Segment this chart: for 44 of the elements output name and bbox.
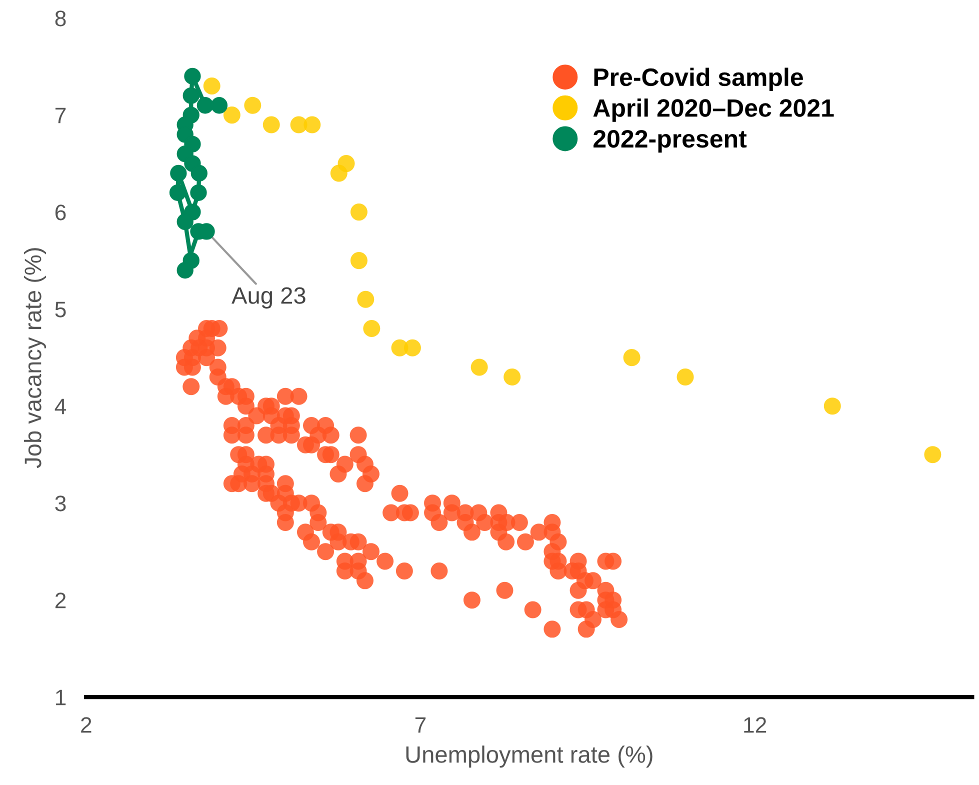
- point: [203, 77, 220, 94]
- point: [304, 116, 321, 134]
- annotation: Aug 23: [232, 287, 306, 309]
- y-tick-label: 2: [55, 592, 66, 608]
- x-tick-label: 2: [81, 717, 92, 733]
- point: [190, 184, 207, 201]
- x-tick-label: 7: [415, 717, 426, 733]
- x-axis-title: Unemployment rate (%): [406, 746, 652, 768]
- y-tick-label: 4: [54, 398, 66, 414]
- point: [357, 290, 374, 308]
- point: [184, 68, 201, 85]
- point: [330, 164, 348, 182]
- legend-label: April 2020–Dec 2021: [593, 98, 834, 122]
- point: [404, 339, 421, 356]
- y-tick-label: 7: [55, 108, 66, 124]
- point: [350, 252, 368, 270]
- point: [676, 368, 694, 386]
- point: [223, 106, 240, 124]
- point: [350, 204, 368, 221]
- point: [190, 164, 208, 182]
- point: [623, 349, 640, 366]
- y-tick-label: 5: [55, 302, 66, 318]
- y-tick-label: 8: [55, 10, 66, 26]
- point: [210, 97, 228, 114]
- point: [176, 262, 194, 279]
- point: [470, 358, 488, 376]
- legend-label: 2022-present: [594, 130, 747, 153]
- y-axis-title: Job vacancy rate (%): [24, 248, 46, 468]
- point: [504, 368, 521, 386]
- y-tick-label: 6: [55, 204, 66, 220]
- x-tick-label: 12: [744, 717, 766, 733]
- point: [924, 446, 942, 464]
- point: [363, 320, 380, 337]
- point: [262, 116, 280, 134]
- point: [244, 96, 262, 114]
- point: [182, 87, 200, 104]
- y-tick-label: 3: [55, 496, 66, 512]
- point: [176, 213, 194, 230]
- y-tick-label: 1: [56, 690, 66, 706]
- point: [824, 398, 841, 415]
- point: [170, 164, 187, 182]
- point: [169, 184, 186, 201]
- point: [196, 97, 214, 114]
- legend-label: Pre-Covid sample: [594, 68, 803, 92]
